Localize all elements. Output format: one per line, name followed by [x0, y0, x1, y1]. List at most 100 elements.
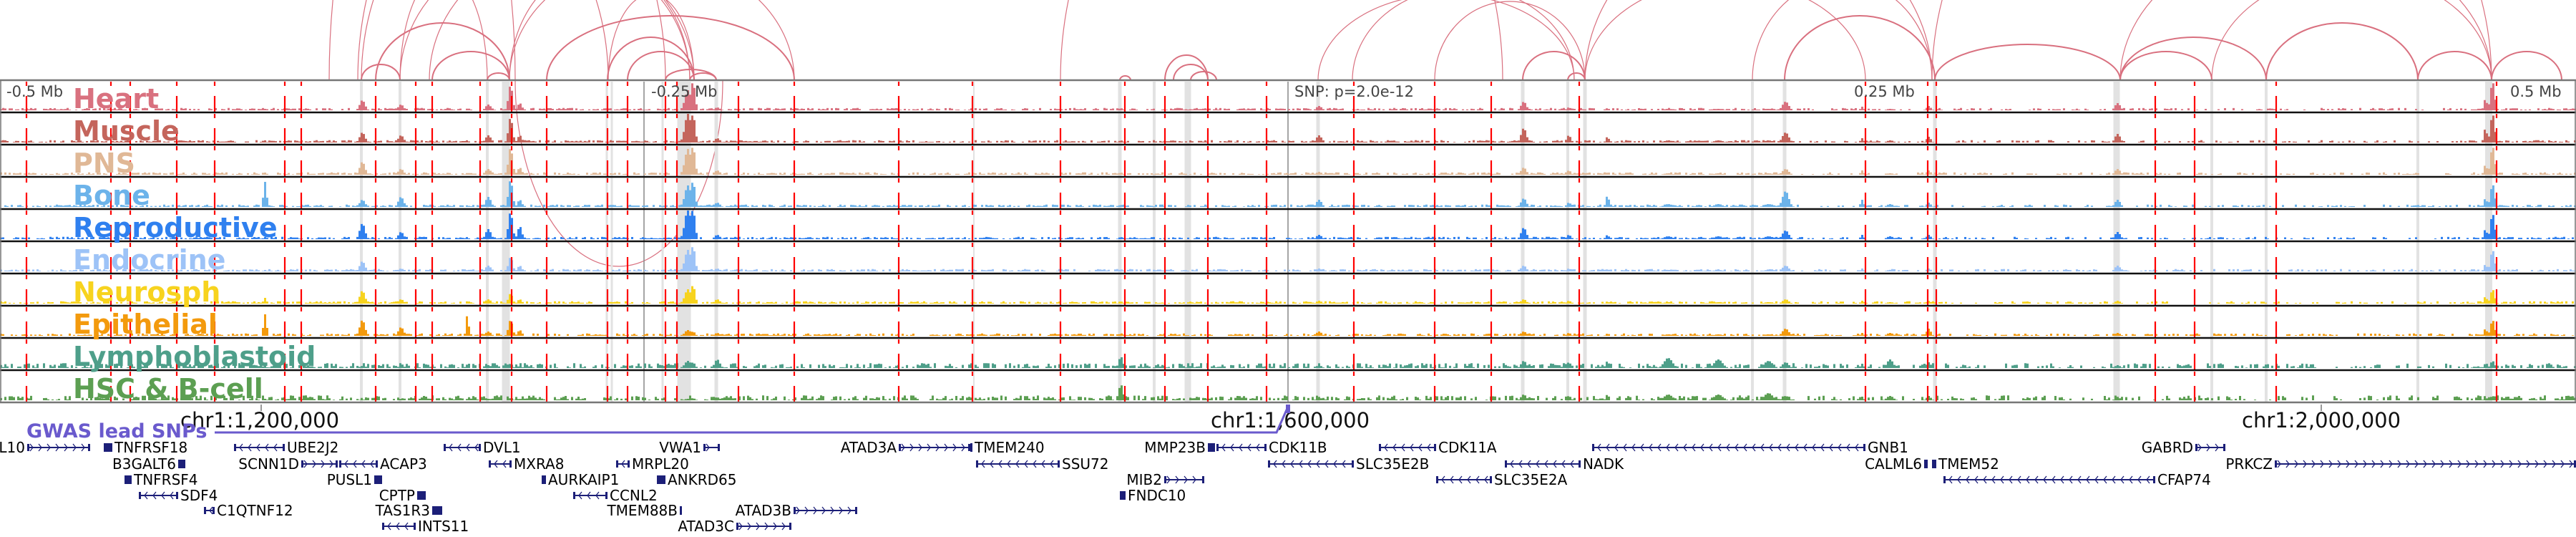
gene-pusl1[interactable]: PUSL1 [327, 471, 382, 488]
interaction-arc [1931, 0, 2492, 81]
gene-cdk11a[interactable]: CDK11A [1379, 439, 1497, 456]
gene-l10[interactable]: L10 [0, 439, 90, 456]
exon [1058, 460, 1060, 468]
gene-mib2[interactable]: MIB2 [1126, 471, 1204, 488]
strand-chevron [1033, 460, 1037, 468]
strand-chevron [353, 460, 357, 468]
strand-chevron [944, 443, 948, 452]
signal-bars [0, 385, 2576, 400]
snp-pvalue-label: SNP: p=2.0e-12 [1294, 83, 1414, 100]
gene-nadk[interactable]: NADK [1505, 455, 1624, 473]
gene-mmp23b[interactable]: MMP23B [1144, 439, 1215, 456]
strand-chevron [1192, 475, 1196, 484]
gene-tas1r3[interactable]: TAS1R3 [375, 502, 442, 519]
strand-chevron [1957, 475, 1961, 484]
gene-slc35e2a[interactable]: SLC35E2A [1436, 471, 1568, 488]
gene-calml6[interactable]: CALML6 [1865, 455, 1928, 473]
gene-mxra8[interactable]: MXRA8 [489, 455, 564, 473]
gene-tmem240[interactable]: TMEM240 [970, 439, 1045, 456]
exon [2574, 460, 2576, 468]
gene-tmem52[interactable]: TMEM52 [1932, 455, 1999, 473]
gene-ssu72[interactable]: SSU72 [976, 455, 1108, 473]
strand-chevron [2534, 460, 2539, 468]
gene-scnn1d[interactable]: SCNN1D [238, 455, 338, 473]
gene-tnfrsf18[interactable]: TNFRSF18 [104, 439, 187, 456]
gene-fndc10[interactable]: FNDC10 [1120, 487, 1186, 504]
strand-chevron [1786, 443, 1790, 452]
strand-chevron [1527, 460, 1531, 468]
signal-bars [0, 357, 2576, 368]
exon [542, 475, 546, 484]
gene-cptp[interactable]: CPTP [379, 487, 426, 504]
strand-chevron [2423, 460, 2427, 468]
gene-ints11[interactable]: INTS11 [382, 518, 469, 535]
strand-chevron [2311, 460, 2316, 468]
gene-dvl1[interactable]: DVL1 [444, 439, 521, 456]
gene-ankrd65[interactable]: ANKRD65 [657, 471, 737, 488]
ruler-right-label: 0.5 Mb [2510, 83, 2562, 100]
interaction-arc [1060, 0, 1503, 81]
gene-tnfrsf4[interactable]: TNFRSF4 [125, 471, 198, 488]
exon [968, 444, 970, 451]
interaction-arc [487, 72, 510, 81]
gene-c1qtnf12[interactable]: C1QTNF12 [204, 502, 293, 519]
gene-tmem88b[interactable]: TMEM88B [606, 502, 682, 519]
gene-vwa1[interactable]: VWA1 [659, 439, 720, 456]
gene-gnb1[interactable]: GNB1 [1592, 439, 1908, 456]
gene-label: VWA1 [659, 439, 701, 456]
gene-mrpl20[interactable]: MRPL20 [616, 455, 689, 473]
gene-ube2j2[interactable]: UBE2J2 [234, 439, 338, 456]
gene-label: MIB2 [1126, 471, 1162, 488]
track-labels: Heart Muscle PNS Bone Reproductive Endoc… [73, 83, 316, 405]
strand-chevron [1221, 443, 1226, 452]
strand-chevron [756, 522, 760, 531]
gene-label: ACAP3 [380, 455, 427, 473]
exon [2195, 444, 2197, 451]
gene-prkcz[interactable]: PRKCZ [2225, 455, 2576, 473]
gene-atad3c[interactable]: ATAD3C [678, 518, 791, 535]
signal-bars [0, 211, 2574, 239]
strand-chevron [2026, 475, 2030, 484]
strand-chevron [2569, 460, 2573, 468]
gene-acap3[interactable]: ACAP3 [339, 455, 427, 473]
strand-chevron [804, 506, 809, 515]
exon [1208, 443, 1215, 452]
strand-chevron [2129, 475, 2133, 484]
exon [2153, 476, 2155, 483]
strand-chevron [2371, 460, 2376, 468]
strand-chevron [1838, 443, 1842, 452]
strand-chevron [1290, 460, 1294, 468]
gene-b3galt6[interactable]: B3GALT6 [112, 455, 185, 473]
strand-chevron [1401, 443, 1405, 452]
strand-chevron [265, 443, 269, 452]
gene-label: TNFRSF4 [133, 471, 198, 488]
exon [444, 444, 446, 451]
gene-cfap74[interactable]: CFAP74 [1943, 471, 2211, 488]
strand-chevron [990, 460, 994, 468]
coordinate-label-2: chr1:1,600,000 [1211, 408, 1370, 432]
interaction-arc [1164, 54, 1209, 81]
gene-ccnl2[interactable]: CCNL2 [573, 487, 658, 504]
gene-sdf4[interactable]: SDF4 [139, 487, 218, 504]
strand-chevron [1166, 475, 1171, 484]
gene-atad3b[interactable]: ATAD3B [736, 502, 857, 519]
gene-atad3a[interactable]: ATAD3A [841, 439, 970, 456]
strand-chevron [1316, 460, 1320, 468]
interaction-arc [2119, 51, 2212, 81]
gene-gabrd[interactable]: GABRD [2142, 439, 2225, 456]
gene-aurkaip1[interactable]: AURKAIP1 [542, 471, 619, 488]
strand-chevron [1536, 460, 1540, 468]
strand-chevron [2492, 460, 2496, 468]
signal-bone [4, 181, 2576, 207]
exon [855, 507, 857, 514]
interaction-arc [1522, 51, 1586, 81]
strand-chevron [2215, 443, 2219, 452]
strand-chevron [747, 522, 751, 531]
strand-chevron [1974, 475, 1979, 484]
gwas-snp-marker[interactable] [1286, 405, 1290, 413]
strand-chevron [1743, 443, 1747, 452]
gene-slc35e2b[interactable]: SLC35E2B [1268, 455, 1429, 473]
strand-chevron [2094, 475, 2099, 484]
strand-chevron [2077, 475, 2082, 484]
gene-cdk11b[interactable]: CDK11B [1216, 439, 1327, 456]
